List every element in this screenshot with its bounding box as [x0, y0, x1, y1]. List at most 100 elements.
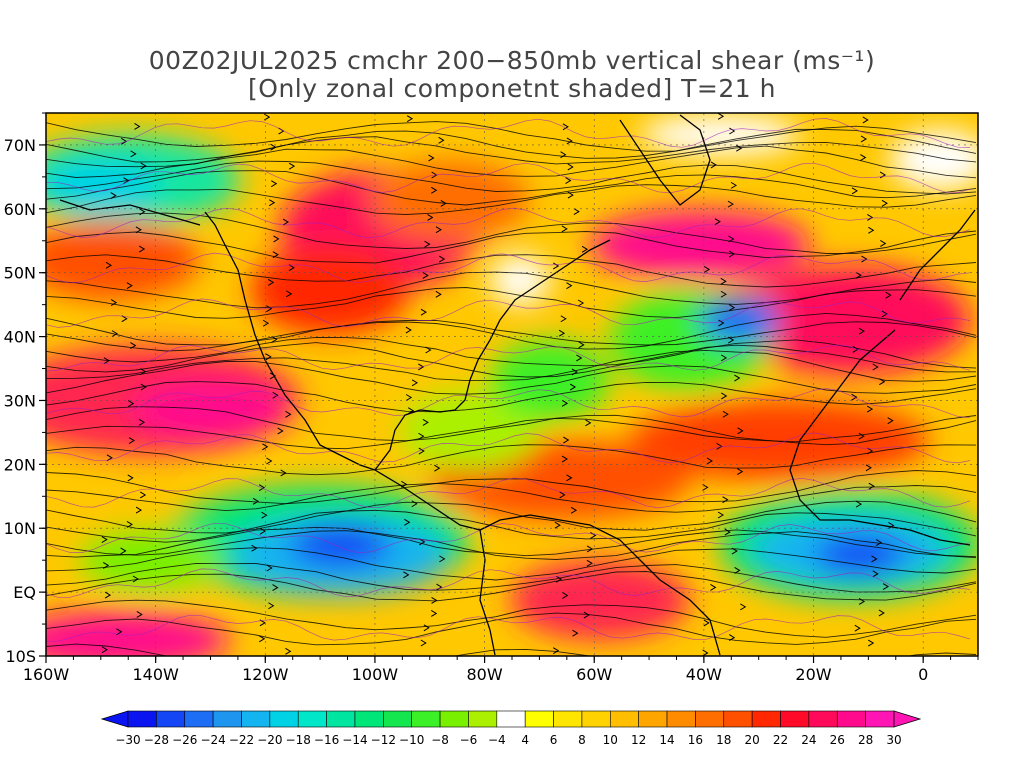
streamline-arrow — [436, 583, 443, 591]
streamline-arrow — [734, 374, 741, 382]
streamline-arrow — [271, 180, 278, 188]
streamline-arrow — [565, 177, 572, 184]
streamline-arrow — [136, 611, 143, 618]
streamline-arrow — [104, 591, 112, 599]
colorbar-label: −14 — [342, 733, 367, 747]
streamline — [46, 212, 977, 254]
streamline-arrow — [272, 584, 279, 592]
streamline — [46, 612, 977, 646]
streamline-arrow — [272, 251, 279, 259]
colorbar-swatch — [326, 710, 356, 728]
streamline-arrow — [729, 127, 736, 135]
colorbar-label: −24 — [200, 733, 225, 747]
colorbar-label: −22 — [229, 733, 254, 747]
colorbar-swatch — [354, 710, 384, 728]
colorbar-swatch — [524, 710, 554, 728]
streamline-arrow — [562, 123, 569, 131]
streamline-arrow — [259, 527, 267, 535]
x-tick-label: 40W — [686, 665, 722, 684]
colorbar-swatch — [468, 710, 498, 728]
streamline-arrow — [736, 144, 743, 152]
streamline-arrow — [266, 457, 273, 465]
colorbar-high-arrow — [893, 710, 922, 728]
streamline-arrow — [728, 235, 735, 243]
streamline-arrow — [721, 392, 728, 400]
colorbar-swatch — [836, 710, 866, 728]
streamline-arrow — [737, 427, 744, 435]
streamline-arrow — [553, 262, 560, 270]
magenta-contour — [46, 614, 971, 642]
streamline-arrow — [866, 405, 874, 413]
streamline-arrow — [404, 518, 411, 526]
streamline-arrow — [722, 410, 729, 418]
colorbar-label: −26 — [172, 733, 197, 747]
streamline-arrow — [730, 181, 738, 189]
streamline-arrow — [562, 592, 569, 599]
streamline-arrow — [103, 357, 110, 365]
streamline-arrow — [581, 245, 589, 253]
streamline-arrow — [554, 521, 561, 529]
streamline-arrow — [427, 214, 434, 221]
streamline-arrow — [272, 391, 279, 399]
colorbar-swatch — [439, 710, 469, 728]
streamline-arrow — [858, 327, 865, 335]
streamline-arrow — [267, 278, 275, 286]
streamline-arrow — [724, 528, 731, 536]
colorbar-label: 30 — [886, 733, 901, 747]
streamline-arrow — [736, 468, 744, 475]
colorbar-swatch — [609, 710, 639, 728]
streamline-arrow — [872, 570, 879, 578]
streamline-arrow — [134, 123, 141, 130]
streamline-arrow — [439, 555, 446, 563]
colorbar: −30 −28 −26 −24 −22 −20 −18 −16 −14 −12 −10 −8 −6 −4 4… — [100, 710, 922, 747]
streamline-arrow — [858, 598, 866, 605]
x-tick-label: 60W — [576, 665, 612, 684]
streamline-arrow — [881, 199, 888, 207]
streamline — [46, 312, 977, 352]
streamline-arrow — [435, 226, 442, 234]
streamline-arrow — [865, 464, 872, 472]
colorbar-swatch — [666, 710, 696, 728]
streamline-arrow — [855, 500, 863, 508]
streamline-arrow — [285, 647, 292, 655]
streamline-arrow — [252, 497, 260, 505]
streamline — [46, 526, 977, 558]
streamline-arrow — [282, 218, 290, 226]
streamline — [46, 230, 977, 264]
streamline-arrow — [882, 583, 890, 590]
colorbar-swatch — [638, 710, 668, 728]
magenta-contour — [46, 298, 971, 328]
y-tick-label: 40N — [4, 328, 36, 347]
streamline-arrow — [560, 315, 567, 323]
streamline-arrow — [561, 455, 568, 463]
streamline-arrow — [285, 410, 292, 418]
streamline-arrow — [866, 447, 874, 455]
magenta-contour — [46, 118, 971, 148]
streamline-arrow — [138, 418, 146, 426]
colorbar-label: −10 — [399, 733, 424, 747]
colorbar-swatch — [695, 710, 725, 728]
colorbar-swatch — [411, 710, 441, 728]
magenta-contour — [46, 522, 971, 554]
streamline — [46, 482, 977, 513]
streamline-arrow — [717, 511, 725, 519]
colorbar-swatch — [496, 710, 526, 728]
streamline-arrow — [127, 474, 134, 482]
streamline-arrow — [567, 163, 574, 171]
streamline-arrow — [438, 136, 445, 144]
colorbar-label: 8 — [578, 733, 586, 747]
streamline-arrow — [854, 624, 861, 632]
colorbar-swatch — [156, 710, 186, 728]
colorbar-label: 28 — [858, 733, 873, 747]
streamline-arrow — [406, 115, 414, 123]
streamline-arrow — [423, 624, 430, 632]
y-tick-label: 60N — [4, 200, 36, 219]
colorbar-label: 10 — [603, 733, 618, 747]
streamline-arrow — [264, 113, 271, 121]
streamline-arrow — [428, 154, 435, 162]
streamline-arrow — [585, 419, 592, 427]
colorbar-swatch — [241, 710, 271, 728]
magenta-contour — [46, 432, 971, 464]
streamline — [46, 160, 977, 195]
streamline-arrow — [578, 341, 585, 349]
